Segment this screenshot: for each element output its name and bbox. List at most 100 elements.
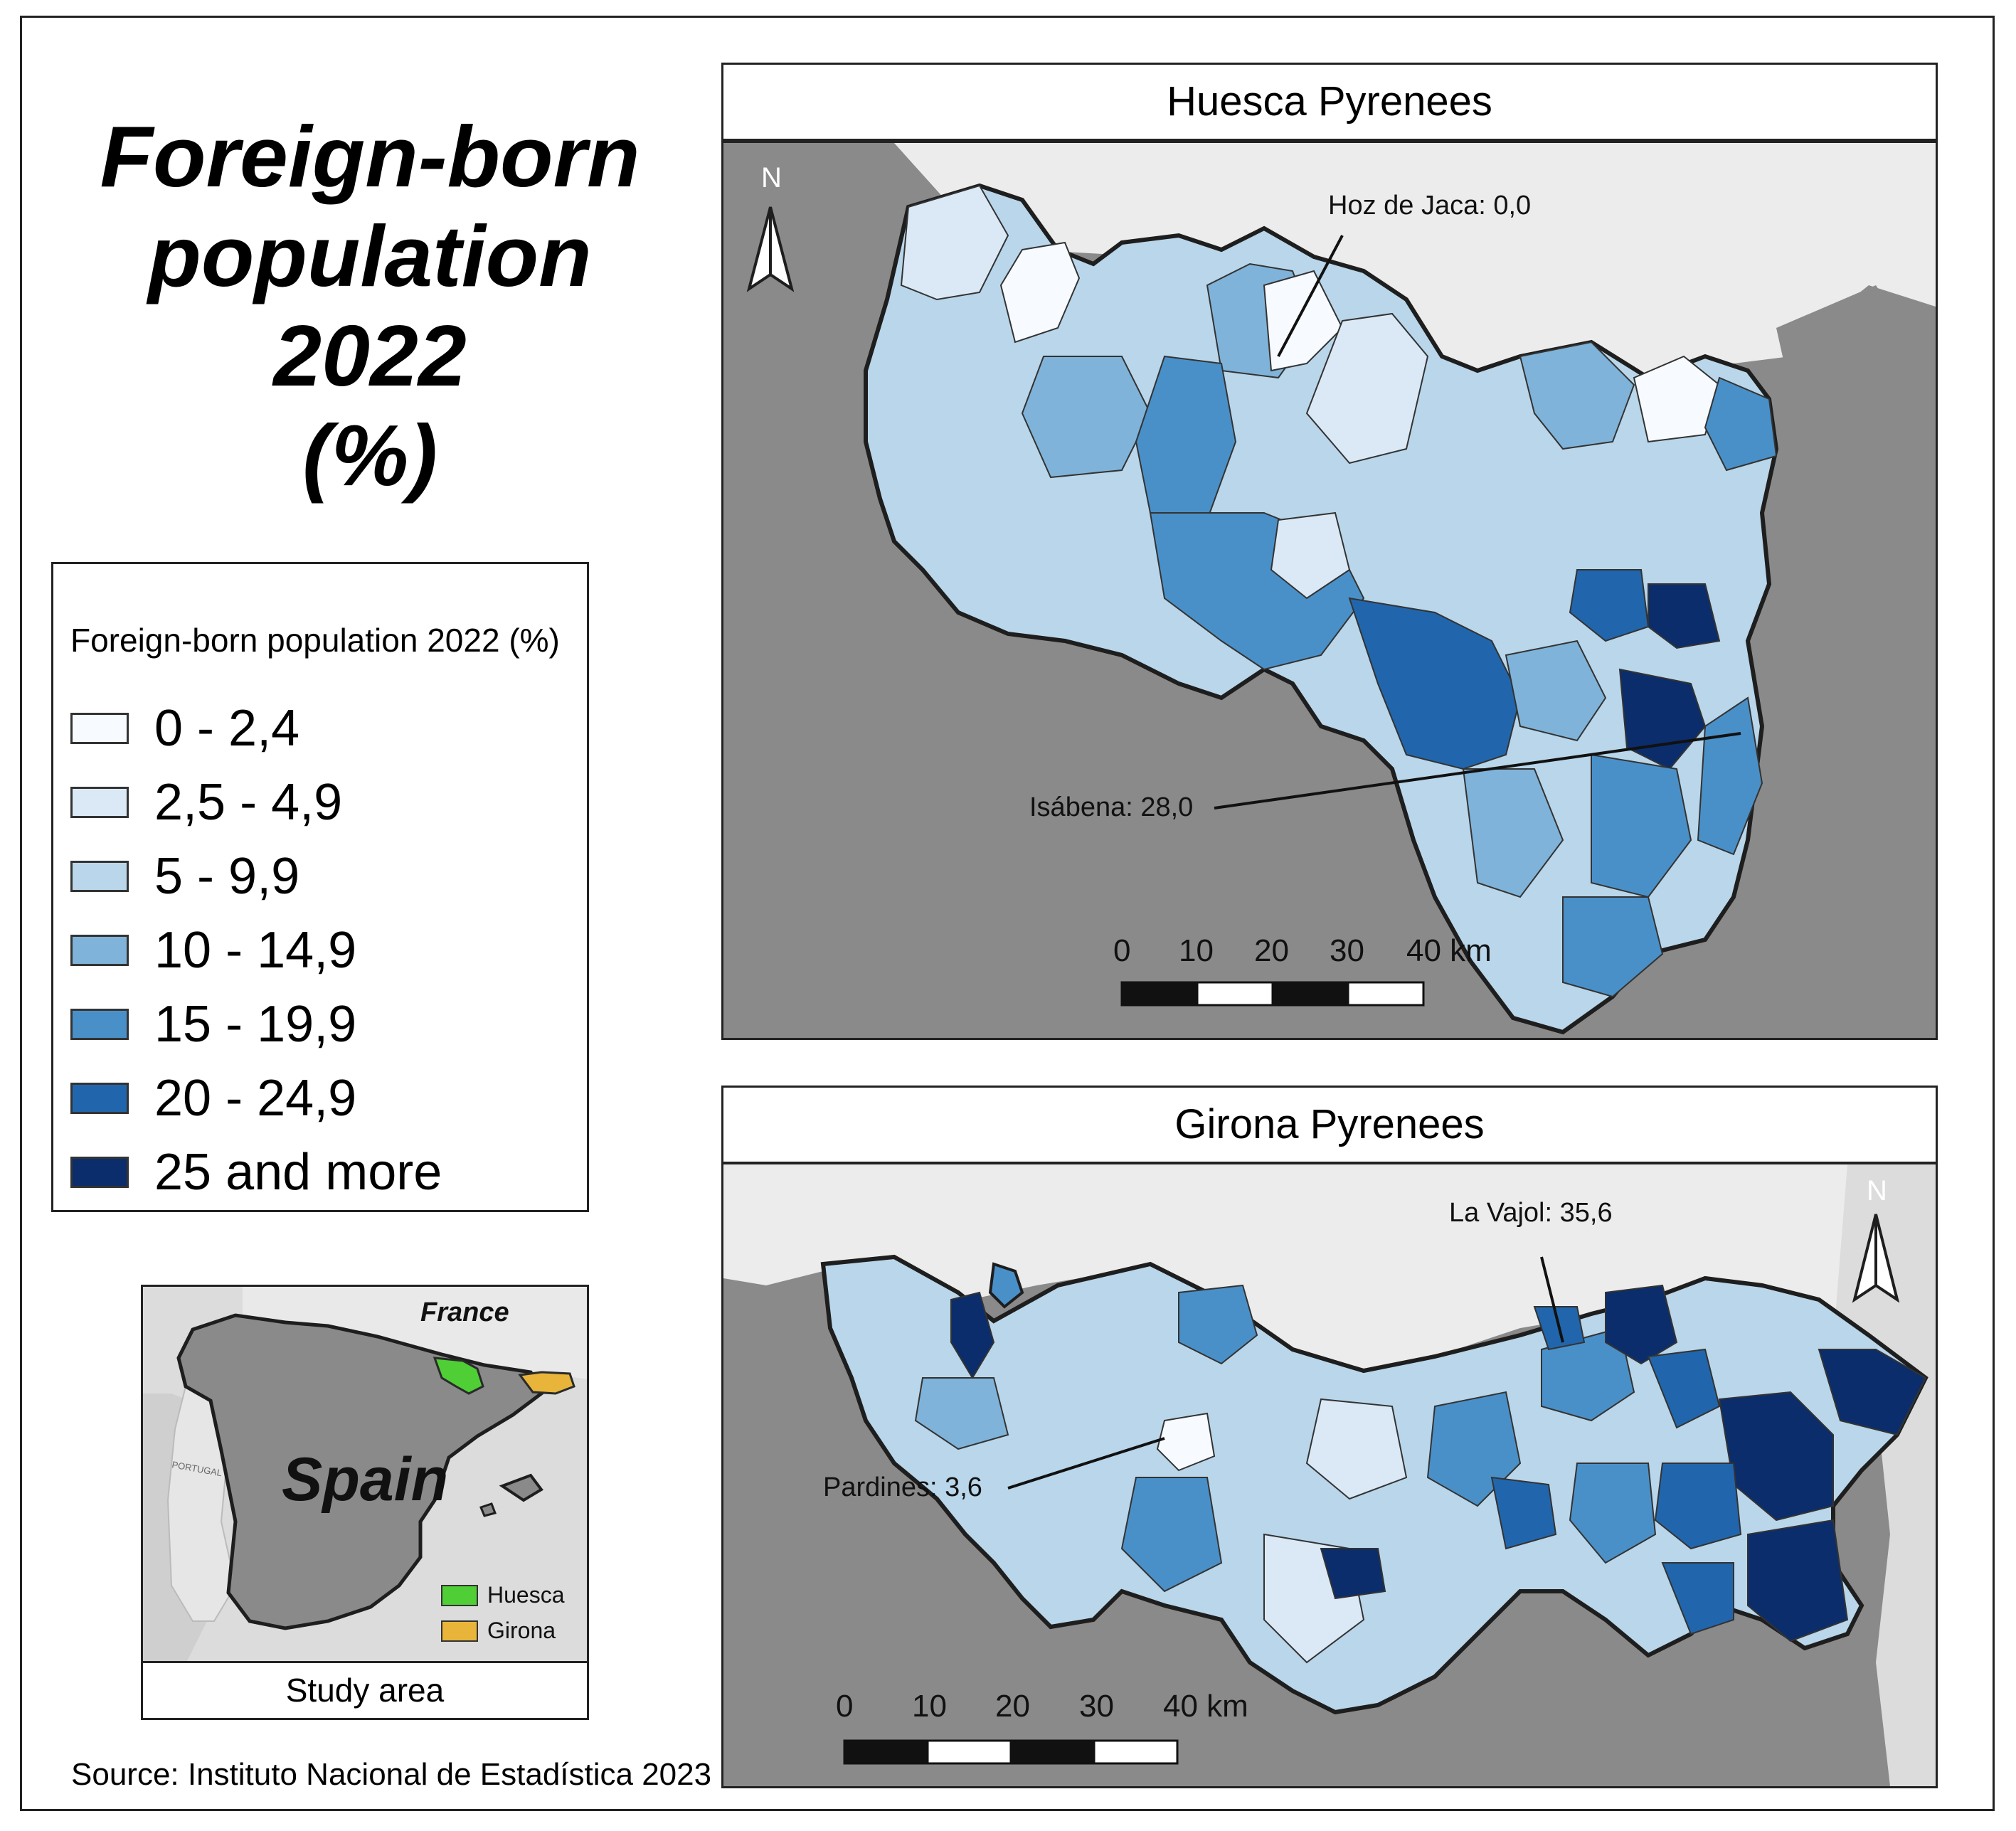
municipality bbox=[1348, 597, 1522, 770]
huesca-north-arrow: N bbox=[746, 162, 795, 292]
girona-panel-title: Girona Pyrenees bbox=[721, 1086, 1938, 1164]
municipality bbox=[1505, 639, 1607, 742]
huesca-scale-bar: 0 10 20 30 40 km bbox=[1113, 933, 1492, 1007]
legend-item: 25 and more bbox=[70, 1143, 442, 1201]
legend-item: 10 - 14,9 bbox=[70, 921, 356, 980]
scale-tick: 20 bbox=[995, 1689, 1030, 1724]
municipality bbox=[1021, 356, 1152, 479]
scale-tick: 30 bbox=[1079, 1689, 1114, 1724]
girona-map: N La Vajol: 35,6 Pardines: 3,6 0 10 20 3… bbox=[721, 1162, 1938, 1788]
municipality bbox=[1462, 768, 1564, 898]
municipality bbox=[900, 184, 1009, 301]
municipality bbox=[1156, 1412, 1216, 1472]
huesca-region bbox=[433, 1357, 484, 1395]
municipality bbox=[1562, 896, 1664, 998]
scale-tick: 0 bbox=[1113, 933, 1130, 968]
municipality bbox=[1654, 1463, 1742, 1550]
la-vajol-label: La Vajol: 35,6 bbox=[1449, 1198, 1613, 1228]
title-line-3: (%) bbox=[302, 407, 437, 504]
legend-item: 0 - 2,4 bbox=[70, 699, 299, 758]
inset-legend-swatch-huesca bbox=[441, 1585, 478, 1606]
girona-map-svg: N La Vajol: 35,6 Pardines: 3,6 0 10 20 3… bbox=[723, 1164, 1936, 1786]
scale-tick: 20 bbox=[1254, 933, 1289, 968]
scale-tick: 30 bbox=[1330, 933, 1364, 968]
girona-region bbox=[518, 1371, 575, 1395]
title-line-2: population 2022 bbox=[148, 208, 592, 404]
inset-caption: Study area bbox=[143, 1661, 587, 1718]
scale-tick: 40 km bbox=[1406, 933, 1492, 968]
spain-label: Spain bbox=[282, 1445, 448, 1514]
municipality bbox=[1747, 1519, 1849, 1642]
huesca-map-svg: N Hoz de Jaca: 0,0 Isábena: 28,0 0 10 20… bbox=[723, 143, 1936, 1038]
legend-label: 25 and more bbox=[154, 1144, 442, 1201]
municipality bbox=[1605, 1284, 1678, 1365]
legend-item: 5 - 9,9 bbox=[70, 847, 299, 906]
legend-item: 20 - 24,9 bbox=[70, 1069, 356, 1127]
inset-map: France PORTUGAL Spain Huesca Girona bbox=[143, 1287, 587, 1664]
municipality bbox=[1569, 569, 1650, 642]
pardines-label: Pardines: 3,6 bbox=[823, 1472, 982, 1502]
legend-label: 2,5 - 4,9 bbox=[154, 774, 343, 831]
scale-tick: 10 bbox=[1179, 933, 1214, 968]
municipality bbox=[1647, 1348, 1721, 1429]
legend-title: Foreign-born population 2022 (%) bbox=[70, 622, 560, 659]
legend-swatch bbox=[70, 935, 129, 966]
inset-legend-swatch-girona bbox=[441, 1620, 478, 1642]
girona-scale-bar: 0 10 20 30 40 km bbox=[836, 1689, 1248, 1765]
inset-legend-girona: Girona bbox=[487, 1618, 556, 1643]
legend-label: 15 - 19,9 bbox=[154, 996, 357, 1053]
hoz-de-jaca-leader bbox=[1277, 235, 1344, 357]
municipality bbox=[1120, 1477, 1223, 1593]
pardines-leader bbox=[1007, 1437, 1165, 1490]
municipality bbox=[950, 1291, 995, 1379]
girona-north-arrow: N bbox=[1852, 1175, 1900, 1303]
source-note: Source: Instituto Nacional de Estadístic… bbox=[71, 1757, 712, 1792]
scale-tick: 40 km bbox=[1163, 1689, 1248, 1724]
legend-label: 10 - 14,9 bbox=[154, 922, 357, 979]
scale-tick: 0 bbox=[836, 1689, 853, 1724]
legend-swatch bbox=[70, 1157, 129, 1188]
municipality bbox=[1519, 341, 1635, 450]
title-line-1: Foreign-born bbox=[100, 108, 640, 205]
municipality bbox=[914, 1377, 1009, 1450]
municipality bbox=[1320, 1548, 1386, 1600]
legend-label: 20 - 24,9 bbox=[154, 1070, 357, 1127]
spain-shape bbox=[176, 1313, 544, 1630]
municipality bbox=[1490, 1476, 1557, 1550]
isabena-label: Isábena: 28,0 bbox=[1029, 792, 1193, 822]
legend-item: 15 - 19,9 bbox=[70, 995, 356, 1054]
legend-swatch bbox=[70, 787, 129, 818]
municipality bbox=[1818, 1349, 1927, 1436]
scale-tick: 10 bbox=[912, 1689, 947, 1724]
municipality bbox=[1305, 312, 1429, 465]
isabena-leader bbox=[1214, 732, 1741, 810]
huesca-map: N Hoz de Jaca: 0,0 Isábena: 28,0 0 10 20… bbox=[721, 141, 1938, 1040]
municipality bbox=[1305, 1398, 1408, 1500]
legend-swatch bbox=[70, 713, 129, 744]
municipality bbox=[1704, 376, 1778, 472]
municipality bbox=[1661, 1562, 1734, 1635]
la-vajol-leader bbox=[1540, 1256, 1564, 1343]
legend: Foreign-born population 2022 (%) 0 - 2,4… bbox=[51, 562, 589, 1212]
legend-label: 0 - 2,4 bbox=[154, 700, 300, 757]
hoz-de-jaca-label: Hoz de Jaca: 0,0 bbox=[1328, 191, 1531, 221]
municipality bbox=[999, 241, 1081, 344]
municipality bbox=[1569, 1463, 1657, 1564]
study-area-inset: France PORTUGAL Spain Huesca Girona Stud… bbox=[141, 1285, 589, 1720]
inset-legend-huesca: Huesca bbox=[487, 1582, 565, 1608]
huesca-panel-title: Huesca Pyrenees bbox=[721, 63, 1938, 141]
huesca-north-label: N bbox=[761, 162, 782, 193]
municipality bbox=[1591, 753, 1692, 898]
map-title: Foreign-born population 2022 (%) bbox=[43, 107, 697, 505]
legend-swatch bbox=[70, 861, 129, 892]
legend-label: 5 - 9,9 bbox=[154, 848, 300, 905]
legend-swatch bbox=[70, 1083, 129, 1114]
girona-north-label: N bbox=[1867, 1175, 1887, 1206]
municipality bbox=[1270, 511, 1351, 600]
municipality bbox=[1178, 1284, 1258, 1365]
municipality bbox=[1648, 583, 1721, 649]
legend-item: 2,5 - 4,9 bbox=[70, 773, 342, 832]
france-label: France bbox=[420, 1297, 509, 1327]
legend-swatch bbox=[70, 1009, 129, 1040]
municipality bbox=[1618, 668, 1707, 770]
